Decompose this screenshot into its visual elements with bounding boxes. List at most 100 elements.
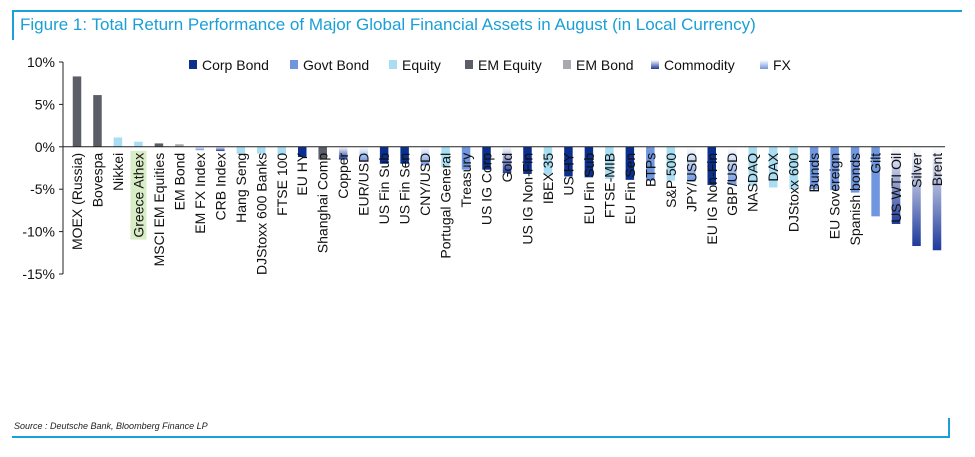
x-tick-label-group: EUR/USD xyxy=(356,153,372,216)
x-tick-label: Gilt xyxy=(868,153,884,174)
x-tick-label-group: Brent xyxy=(929,153,945,187)
bar xyxy=(850,146,860,193)
x-tick-label: MOEX (Russia) xyxy=(69,153,85,250)
highlight-box xyxy=(130,150,147,240)
x-tick-label: GBP/USD xyxy=(724,153,740,216)
x-tick-label-group: US HY xyxy=(560,152,576,195)
x-tick-label: Hang Seng xyxy=(233,153,249,223)
bar xyxy=(236,146,246,154)
x-tick-label: Shanghai Comp xyxy=(315,153,331,254)
x-tick-label: DAX xyxy=(765,152,781,181)
bar xyxy=(134,141,143,147)
bar xyxy=(523,146,532,174)
legend-label: EM Equity xyxy=(478,57,542,73)
x-tick-label-group: IBEX 35 xyxy=(540,153,556,205)
x-tick-label: Bovespa xyxy=(89,153,105,208)
bar xyxy=(543,146,553,175)
legend-label: Commodity xyxy=(664,57,735,73)
x-tick-label: FTSE-MIB xyxy=(601,153,617,218)
x-tick-label: Silver xyxy=(909,152,925,187)
x-tick-label: EU HY xyxy=(294,152,310,195)
x-tick-label-group: MSCI EM Equities xyxy=(151,153,167,267)
x-tick-label: Bunds xyxy=(806,153,822,193)
x-tick-label: Nikkei xyxy=(110,153,126,191)
x-tick-label: US IG Corp xyxy=(479,153,495,226)
bar xyxy=(625,146,635,180)
bar xyxy=(768,146,778,188)
x-tick-label: MSCI EM Equities xyxy=(151,153,167,267)
x-tick-label-group: Bunds xyxy=(806,153,822,193)
x-tick-label-group: Bovespa xyxy=(89,153,105,208)
x-tick-label-group: US WTI Oil xyxy=(888,153,904,223)
x-axis-labels: MOEX (Russia) Bovespa Nikkei Greece Athex MS… xyxy=(69,150,945,275)
x-tick-label: Copper xyxy=(335,152,351,198)
x-tick-label-group: Shanghai Comp xyxy=(315,153,331,254)
x-tick-label-group: JPY/USD xyxy=(683,153,699,212)
legend-swatch xyxy=(465,60,473,69)
x-tick-label: CRB Index xyxy=(212,153,228,221)
legend-swatch xyxy=(651,60,659,69)
y-tick-label: 10% xyxy=(27,54,55,70)
bar xyxy=(871,146,880,217)
bars xyxy=(72,76,942,251)
x-tick-label: FTSE 100 xyxy=(274,153,290,216)
y-tick-label: -15% xyxy=(22,266,55,282)
x-tick-label-group: FTSE-MIB xyxy=(601,153,617,218)
bar xyxy=(482,146,491,170)
x-tick-label: CNY/USD xyxy=(417,153,433,216)
x-tick-label: EU Sovereign xyxy=(827,153,843,239)
bar xyxy=(932,146,942,251)
x-tick-label: EM Bond xyxy=(171,153,187,211)
bar xyxy=(646,146,655,181)
x-tick-label-group: Greece Athex xyxy=(130,150,147,240)
bar xyxy=(502,146,512,174)
x-tick-label-group: Hang Seng xyxy=(233,153,249,223)
x-tick-label-group: DAX xyxy=(765,152,781,181)
x-tick-label: US IG Non-Fin xyxy=(519,153,535,245)
x-tick-label-group: US Fin Sen xyxy=(397,153,413,225)
x-tick-label-group: Gilt xyxy=(868,153,884,174)
x-tick-label-group: FTSE 100 xyxy=(274,153,290,216)
x-tick-label-group: DJStoxx 600 xyxy=(786,153,802,233)
x-tick-label: Portugal General xyxy=(438,153,454,259)
x-tick-label: IBEX 35 xyxy=(540,153,556,205)
legend-label: Equity xyxy=(402,57,441,73)
bar xyxy=(379,146,389,164)
x-tick-label-group: BTPs xyxy=(642,153,658,187)
x-tick-label-group: US IG Corp xyxy=(479,153,495,226)
x-tick-label: US Fin Sub xyxy=(376,153,392,225)
x-tick-label-group: MOEX (Russia) xyxy=(69,153,85,250)
bar xyxy=(707,146,717,185)
y-tick-label: -5% xyxy=(30,181,55,197)
x-tick-label-group: Copper xyxy=(335,152,351,198)
title-frame xyxy=(12,10,962,40)
x-tick-label-group: EU HY xyxy=(294,152,310,195)
x-tick-label: BTPs xyxy=(642,153,658,187)
legend-swatch xyxy=(290,60,298,69)
y-tick-label: 5% xyxy=(35,96,55,112)
source-note: Source : Deutsche Bank, Bloomberg Financ… xyxy=(14,421,208,431)
bar xyxy=(257,146,266,154)
bar xyxy=(789,146,798,190)
legend-swatch xyxy=(389,60,397,69)
x-tick-label-group: GBP/USD xyxy=(724,153,740,216)
bar xyxy=(687,146,696,182)
x-tick-label: S&P 500 xyxy=(663,153,679,208)
x-tick-label: EUR/USD xyxy=(356,153,372,216)
x-tick-label-group: EU Sovereign xyxy=(827,153,843,239)
bar xyxy=(420,146,430,166)
x-tick-label: US HY xyxy=(560,152,576,195)
bar xyxy=(461,146,471,170)
bar xyxy=(809,146,819,190)
x-tick-label-group: Silver xyxy=(909,152,925,187)
x-tick-label-group: EU IG Non-Fin xyxy=(704,153,720,245)
x-tick-label-group: CNY/USD xyxy=(417,153,433,216)
x-tick-label: Greece Athex xyxy=(130,153,146,238)
bar xyxy=(912,146,921,247)
bar xyxy=(72,76,82,147)
x-tick-label: EM FX Index xyxy=(192,153,208,234)
x-tick-label: Spanish bonds xyxy=(847,153,863,246)
x-tick-label: DJStoxx 600 Banks xyxy=(253,153,269,275)
x-tick-label-group: EU Fin Sen xyxy=(622,153,638,225)
